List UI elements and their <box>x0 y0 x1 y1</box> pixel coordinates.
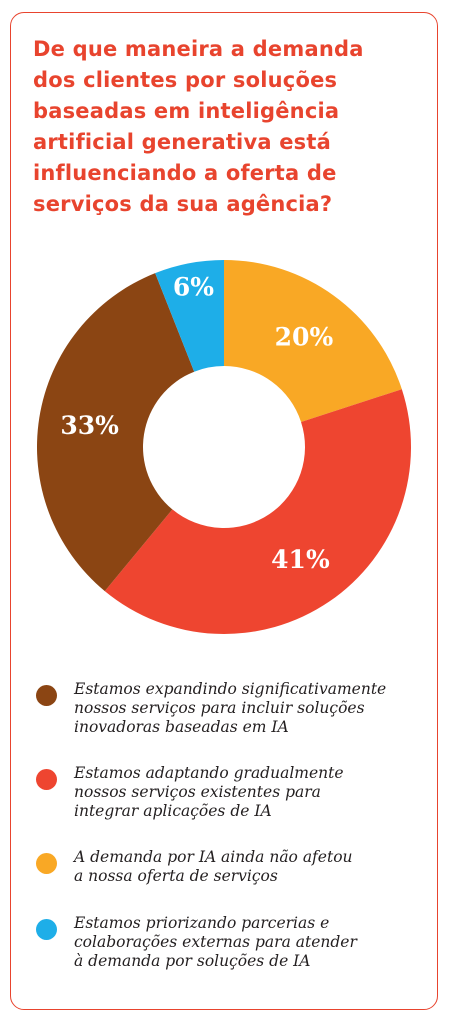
card-frame <box>10 12 438 1010</box>
slice-partnerships <box>155 260 224 372</box>
legend-label-line: A demanda por IA ainda não afetou <box>74 848 353 866</box>
legend-label-line: Estamos priorizando parcerias e <box>74 914 330 932</box>
legend-swatch <box>36 853 57 874</box>
legend-label-line: inovadoras baseadas em IA <box>74 718 289 736</box>
legend-label-line: a nossa oferta de serviços <box>74 867 278 885</box>
legend-label-line: nossos serviços existentes para <box>74 783 321 801</box>
legend-swatch <box>36 769 57 790</box>
legend-label-line: Estamos adaptando gradualmente <box>74 764 344 782</box>
legend-label-line: Estamos expandindo significativamente <box>74 680 387 698</box>
slice-expanding-label: 33% <box>60 411 119 440</box>
legend-label: Estamos expandindo significativamente no… <box>74 680 429 737</box>
legend-label: Estamos adaptando gradualmente nossos se… <box>74 764 429 821</box>
legend-label-line: integrar aplicações de IA <box>74 802 272 820</box>
legend-swatch <box>36 919 57 940</box>
legend-label-line: colaborações externas para atender <box>74 933 357 951</box>
legend-label: A demanda por IA ainda não afetou a noss… <box>74 848 429 886</box>
slice-partnerships-label: 6% <box>173 272 214 301</box>
title-line: De que maneira a demanda <box>33 37 364 61</box>
slice-not-affected-label: 20% <box>275 322 334 351</box>
chart-title: De que maneira a demanda dos clientes po… <box>33 34 433 220</box>
title-line: baseadas em inteligência <box>33 99 340 123</box>
legend-label: Estamos priorizando parcerias e colabora… <box>74 914 429 971</box>
title-line: dos clientes por soluções <box>33 68 338 92</box>
title-line: serviços da sua agência? <box>33 192 333 216</box>
slice-adapting-label: 41% <box>271 545 330 574</box>
slice-expanding <box>36 273 195 592</box>
title-line: influenciando a oferta de <box>33 161 337 185</box>
title-line: artificial generativa está <box>33 130 331 154</box>
slice-not-affected <box>224 260 402 422</box>
legend-swatch <box>36 685 57 706</box>
legend-label-line: nossos serviços para incluir soluções <box>74 699 365 717</box>
legend-label-line: à demanda por soluções de IA <box>74 952 311 970</box>
slice-adapting <box>104 389 412 634</box>
